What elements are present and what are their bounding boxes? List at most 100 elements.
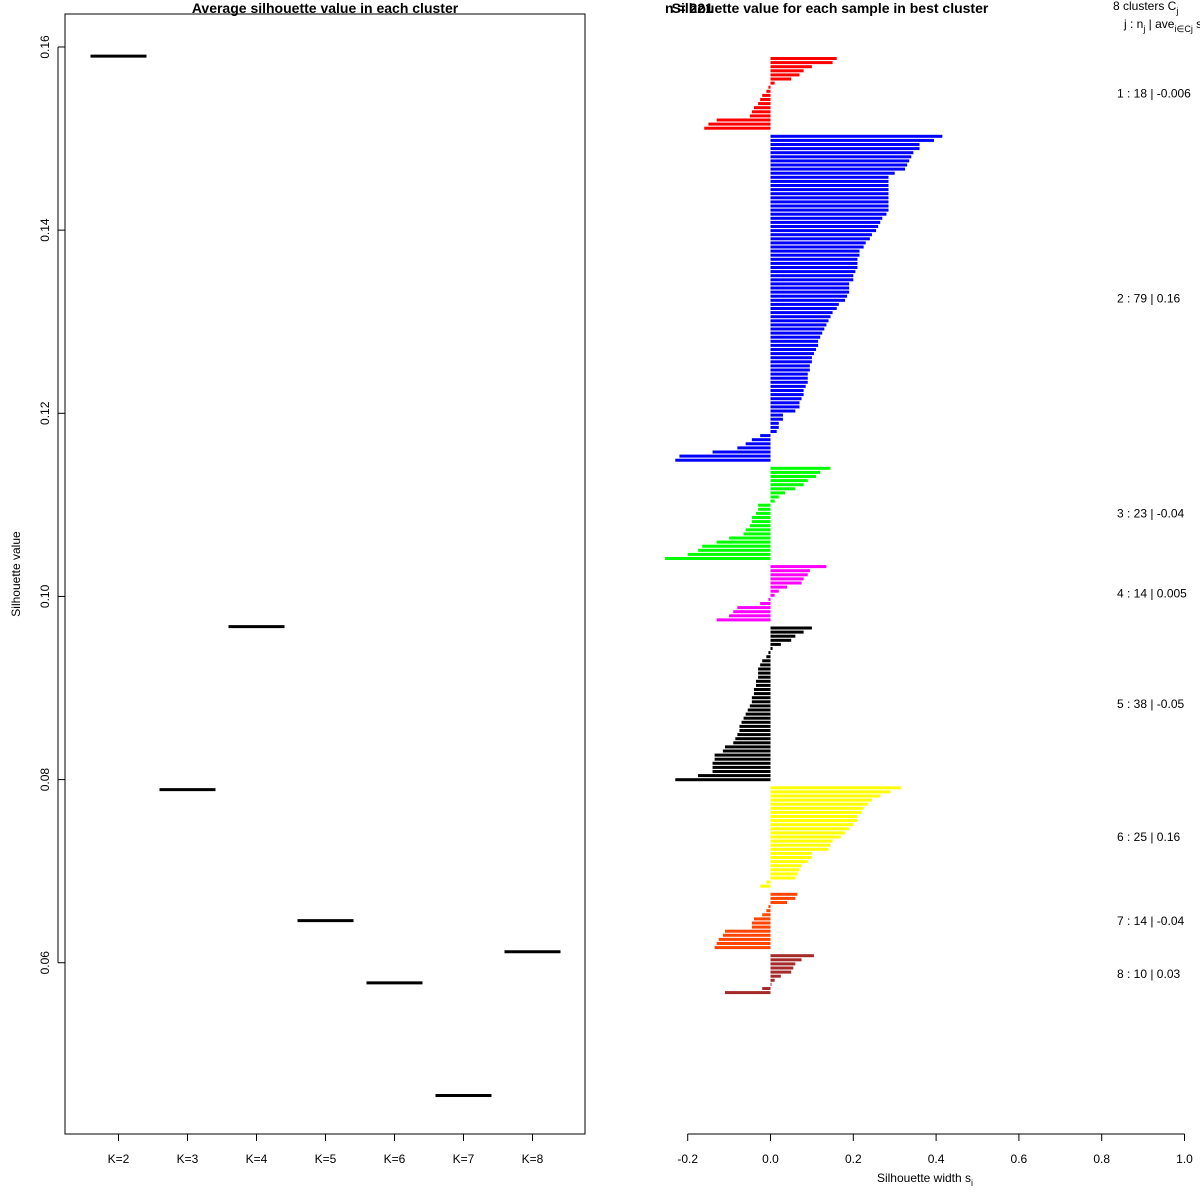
silhouette-bar	[766, 909, 771, 913]
silhouette-bar	[712, 770, 771, 773]
silhouette-bar	[770, 815, 858, 818]
left-y-tick-label: 0.08	[38, 768, 52, 792]
silhouette-bar	[770, 372, 808, 376]
silhouette-bar	[770, 220, 881, 224]
right-chart-title: Silhouette value for each sample in best…	[672, 0, 989, 16]
silhouette-bar	[770, 196, 889, 200]
silhouette-bar	[722, 933, 771, 937]
silhouette-bar	[770, 466, 831, 470]
cluster-header-line1-sub: j	[1175, 6, 1178, 16]
left-x-tick-label: K=4	[246, 1152, 268, 1166]
silhouette-bar	[770, 282, 850, 286]
silhouette-bar	[770, 175, 889, 179]
silhouette-bar	[770, 966, 794, 970]
silhouette-bar	[756, 511, 771, 515]
right-x-tick-label: -0.2	[677, 1152, 698, 1166]
silhouette-bar	[745, 528, 771, 532]
silhouette-bar	[698, 774, 771, 778]
cluster-label-6: 6 : 25 | 0.16	[1117, 830, 1180, 844]
right-title-overlap: n = 221	[665, 0, 713, 16]
silhouette-bar	[770, 896, 796, 900]
silhouette-bar	[770, 397, 802, 401]
silhouette-bar	[770, 409, 796, 413]
silhouette-bar	[664, 557, 771, 560]
silhouette-bar	[770, 249, 860, 253]
silhouette-bar	[718, 937, 771, 941]
silhouette-bar	[770, 134, 943, 138]
silhouette-bar	[758, 667, 771, 671]
silhouette-bar	[770, 360, 812, 364]
silhouette-bar	[770, 491, 785, 495]
right-x-tick-label: 1.0	[1176, 1152, 1193, 1166]
silhouette-bar	[751, 925, 771, 929]
silhouette-bar	[770, 417, 783, 421]
silhouette-bar	[770, 311, 833, 315]
silhouette-bar	[768, 597, 771, 601]
cluster-label-4: 4 : 14 | 0.005	[1117, 586, 1187, 600]
right-x-tick-label: 0.2	[845, 1152, 862, 1166]
silhouette-bar	[770, 843, 831, 847]
silhouette-bar	[770, 638, 792, 642]
cluster-label-7: 7 : 14 | -0.04	[1117, 914, 1184, 928]
silhouette-bar	[716, 942, 771, 945]
silhouette-bar	[704, 126, 771, 130]
silhouette-bar	[770, 860, 808, 864]
silhouette-bar	[770, 212, 887, 216]
silhouette-bar	[770, 483, 804, 487]
left-x-tick-label: K=7	[453, 1152, 475, 1166]
silhouette-bar	[749, 524, 771, 528]
silhouette-bar	[751, 921, 771, 925]
silhouette-bar	[751, 516, 771, 519]
left-y-tick-label: 0.06	[38, 951, 52, 975]
left-y-tick-label: 0.14	[38, 218, 52, 242]
silhouette-bar	[770, 57, 837, 60]
silhouette-bar	[729, 614, 771, 618]
silhouette-bar	[702, 544, 771, 548]
silhouette-bar	[770, 278, 854, 282]
silhouette-bar	[770, 847, 829, 851]
right-x-axis: -0.2 0.0 0.2 0.4 0.6 0.8 1.0	[677, 1133, 1193, 1166]
right-x-axis-label: Silhouette width si	[877, 1171, 973, 1188]
silhouette-bar	[770, 200, 889, 204]
silhouette-bar	[739, 729, 771, 732]
cluster-label-8: 8 : 10 | 0.03	[1117, 967, 1180, 981]
left-plot-frame	[64, 13, 586, 1135]
left-y-tick-label: 0.16	[38, 35, 52, 59]
silhouette-bar	[760, 884, 771, 888]
silhouette-bar	[770, 192, 889, 196]
silhouette-bar	[766, 89, 771, 93]
silhouette-bar	[760, 434, 771, 438]
cluster-label-3: 3 : 23 | -0.04	[1117, 506, 1184, 520]
silhouette-bar	[714, 946, 771, 950]
silhouette-bar	[770, 876, 796, 880]
silhouette-bar	[770, 856, 812, 859]
cluster-label-5: 5 : 38 | -0.05	[1117, 697, 1184, 711]
silhouette-bar	[770, 319, 829, 323]
silhouette-bar	[766, 880, 771, 884]
silhouette-bar	[745, 442, 771, 446]
silhouette-bar	[745, 712, 771, 716]
silhouette-bar	[770, 384, 806, 388]
silhouette-bar	[770, 147, 920, 151]
silhouette-bar	[770, 167, 906, 171]
silhouette-bar	[753, 917, 771, 921]
silhouette-bar	[737, 606, 771, 610]
silhouette-bar	[753, 688, 771, 691]
silhouette-bar	[768, 85, 771, 89]
right-x-tick-label: 0.4	[928, 1152, 945, 1166]
silhouette-bar	[770, 294, 848, 298]
silhouette-bar	[708, 122, 771, 126]
silhouette-bar	[770, 352, 814, 356]
silhouette-bar	[770, 364, 810, 368]
silhouette-bar	[770, 634, 796, 638]
right-x-tick-label: 0.0	[762, 1152, 779, 1166]
silhouette-bar	[770, 954, 814, 958]
silhouette-bar	[770, 286, 850, 290]
silhouette-bar	[770, 647, 773, 650]
left-x-tick-label: K=8	[522, 1152, 544, 1166]
silhouette-bar	[770, 798, 872, 802]
silhouette-bar	[741, 720, 771, 724]
silhouette-bar	[737, 446, 771, 450]
silhouette-bar	[751, 696, 771, 700]
silhouette-bar	[770, 225, 879, 228]
